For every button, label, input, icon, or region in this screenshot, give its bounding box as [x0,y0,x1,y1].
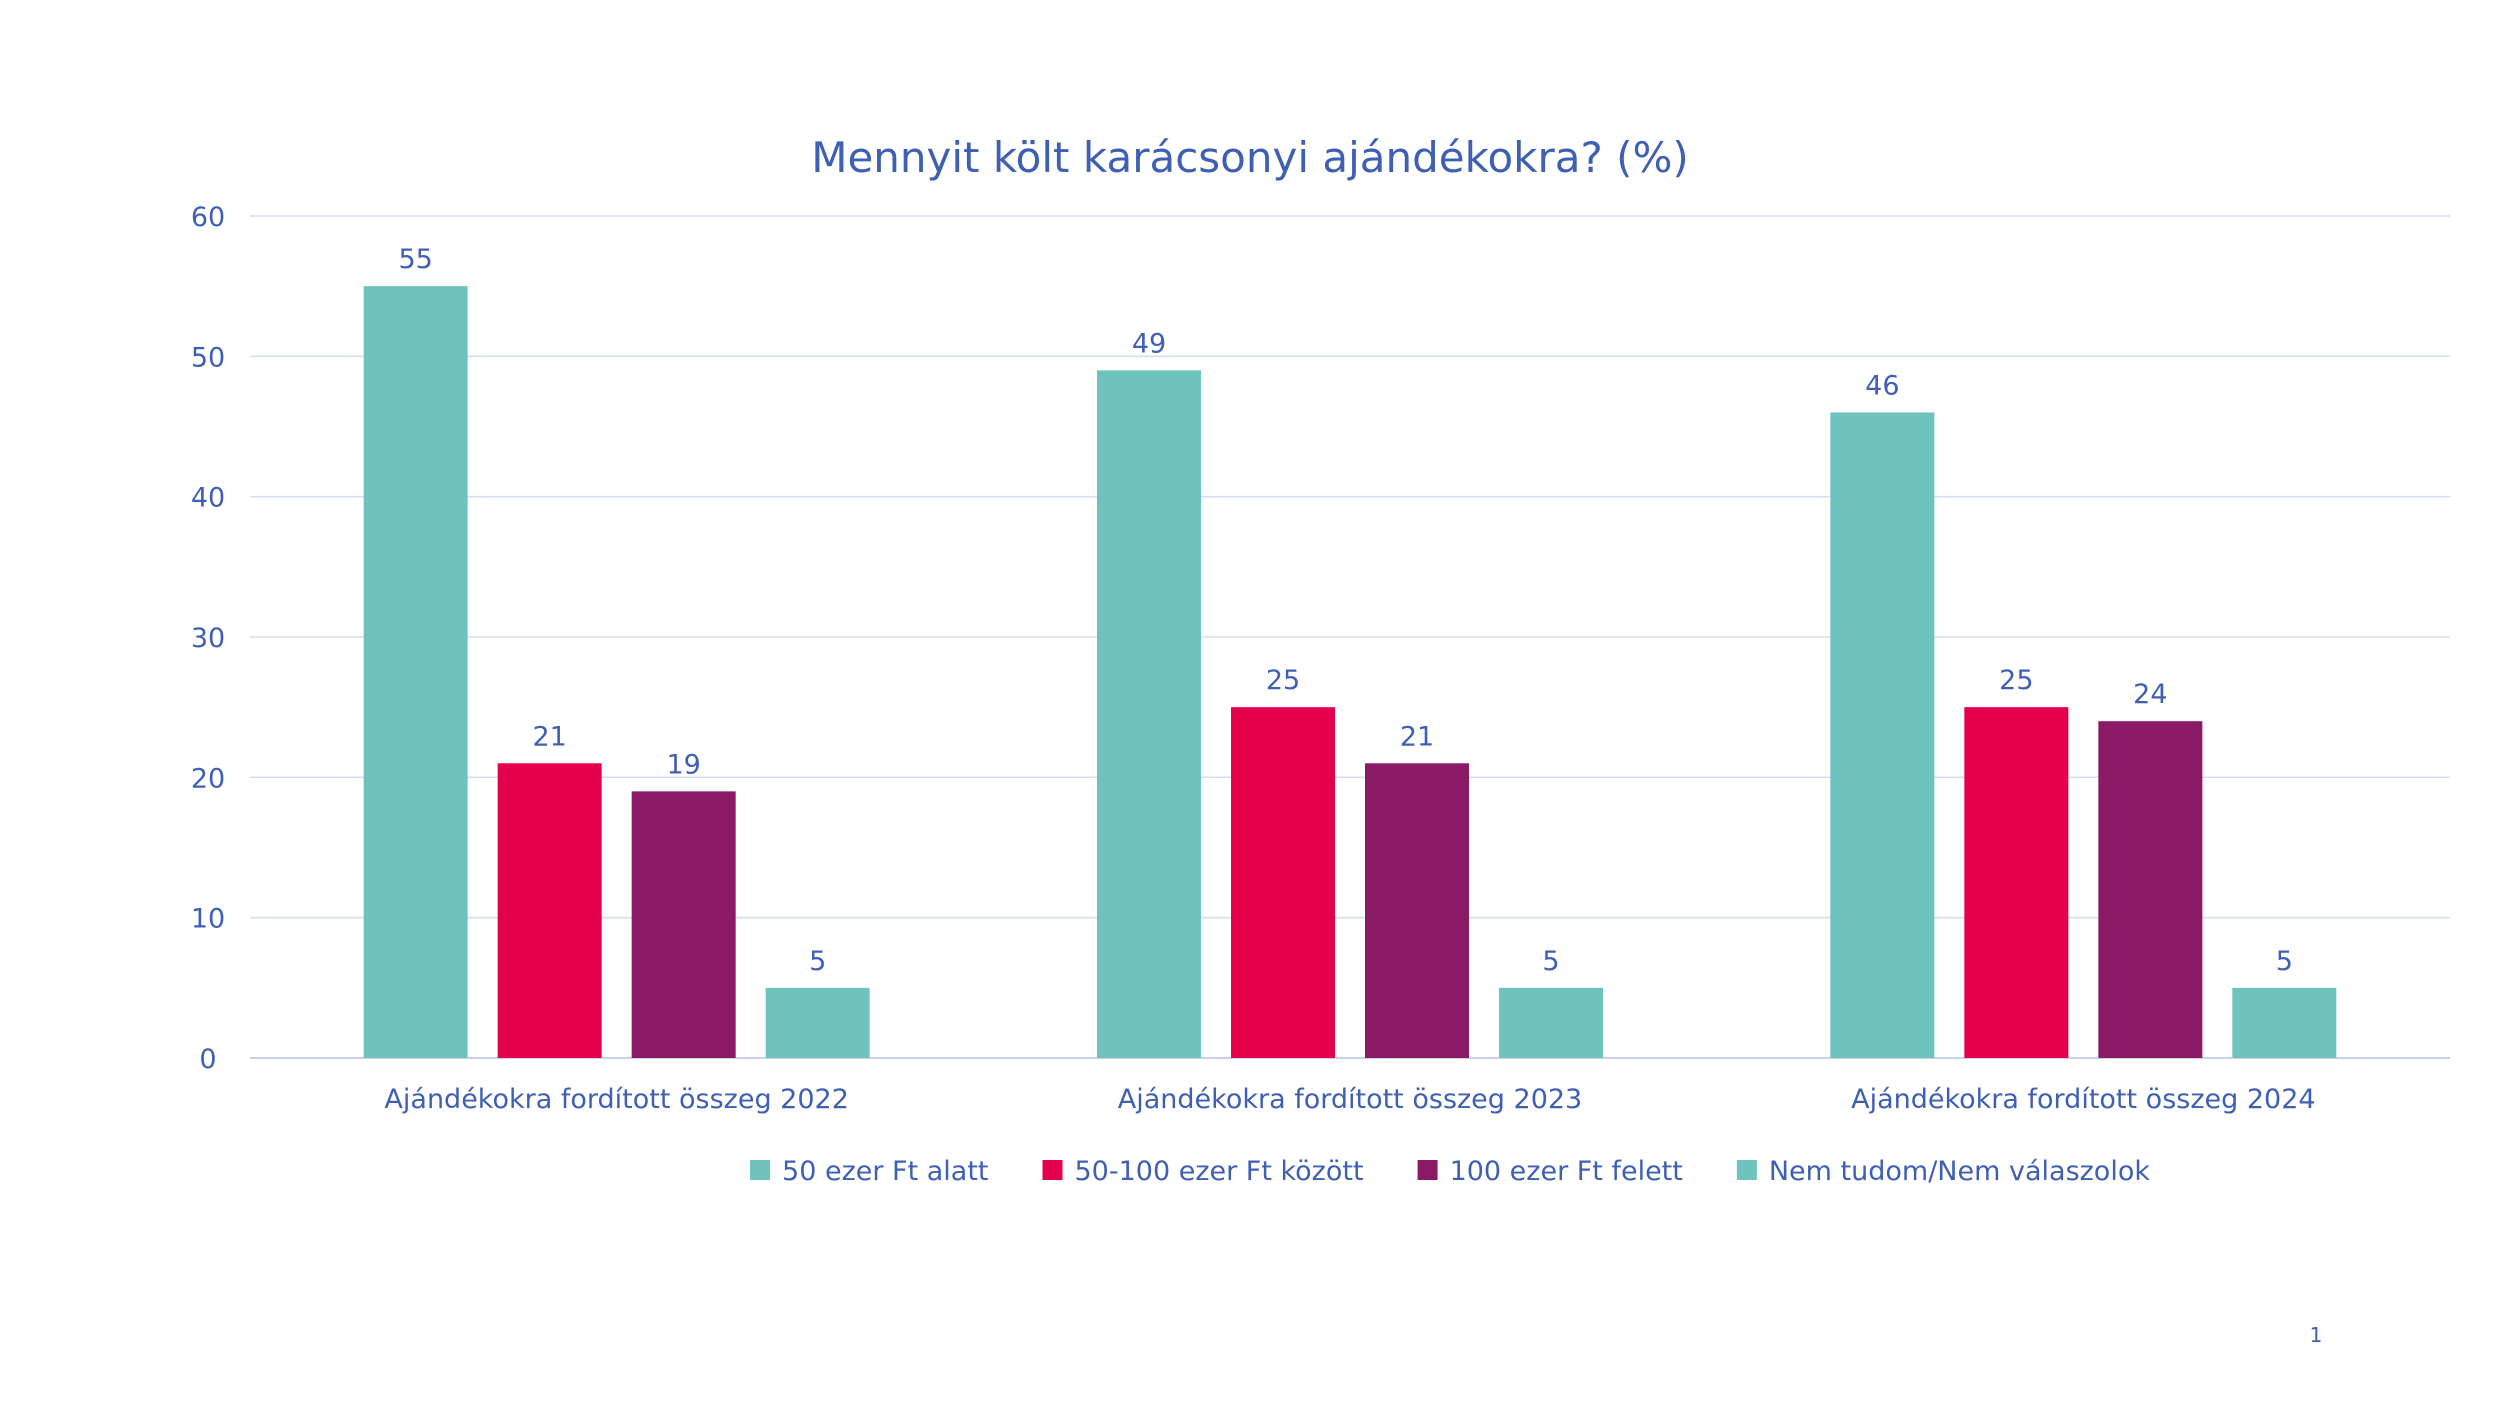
legend-swatch [750,1160,771,1180]
bar [1830,412,1935,1058]
data-label: 25 [1266,665,1300,696]
data-label: 21 [532,721,566,752]
bar [631,791,736,1058]
y-axis-ticks: 0 10 20 30 40 50 60 [191,202,225,1075]
page-number: 1 [2310,1323,2323,1347]
legend-item: 50-100 ezer Ft között [1042,1156,1364,1187]
y-tick-label: 50 [191,342,225,373]
data-label: 24 [2133,679,2167,710]
legend-label: 100 ezer Ft felett [1450,1156,1683,1187]
y-tick-label: 10 [191,904,225,935]
data-label: 49 [1132,328,1166,359]
y-tick-label: 30 [191,623,225,654]
y-tick-label: 20 [191,763,225,794]
data-label: 5 [809,946,826,977]
gridlines [250,215,2450,1059]
bar [1499,987,1603,1058]
data-label: 19 [666,749,700,780]
bar [2098,721,2203,1058]
data-label: 25 [1999,665,2033,696]
data-label: 21 [1400,721,1434,752]
x-tick-label: Ajándékokra fordított összeg 2024 [1851,1084,2315,1115]
y-tick-label: 60 [191,202,225,233]
x-tick-label: Ajándékokra fordított összeg 2022 [384,1084,848,1115]
data-labels: 55 21 19 5 49 25 21 5 46 25 24 5 [398,244,2292,977]
data-label: 55 [398,244,432,275]
bar [2232,987,2337,1058]
y-tick-label: 40 [191,483,225,514]
legend-label: 50-100 ezer Ft között [1075,1156,1364,1187]
legend-item: Nem tudom/Nem válaszolok [1736,1156,2150,1187]
legend-item: 50 ezer Ft alatt [750,1156,989,1187]
data-label: 5 [1542,946,1559,977]
x-tick-label: Ajándékokra fordított összeg 2023 [1118,1084,1582,1115]
legend-swatch [1417,1160,1438,1180]
legend-swatch [1042,1160,1063,1180]
bar [1365,763,1469,1058]
legend-label: 50 ezer Ft alatt [782,1156,988,1187]
bar [363,286,468,1059]
bar [497,763,602,1058]
bar [1231,707,1335,1058]
data-label: 46 [1865,370,1899,401]
bar [1097,370,1201,1058]
data-label: 5 [2276,946,2293,977]
x-axis-ticks: Ajándékokra fordított összeg 2022 Ajándék… [384,1084,2315,1115]
bar [1964,707,2069,1058]
bar [765,987,870,1058]
legend: 50 ezer Ft alatt 50-100 ezer Ft között 100… [750,1156,2150,1187]
chart-title: Mennyit költ karácsonyi ajándékokra? (%) [811,133,1689,182]
bars [363,286,2337,1059]
y-tick-label: 0 [199,1044,216,1075]
legend-label: Nem tudom/Nem válaszolok [1769,1156,2150,1187]
legend-item: 100 ezer Ft felett [1417,1156,1683,1187]
legend-swatch [1736,1160,1757,1180]
